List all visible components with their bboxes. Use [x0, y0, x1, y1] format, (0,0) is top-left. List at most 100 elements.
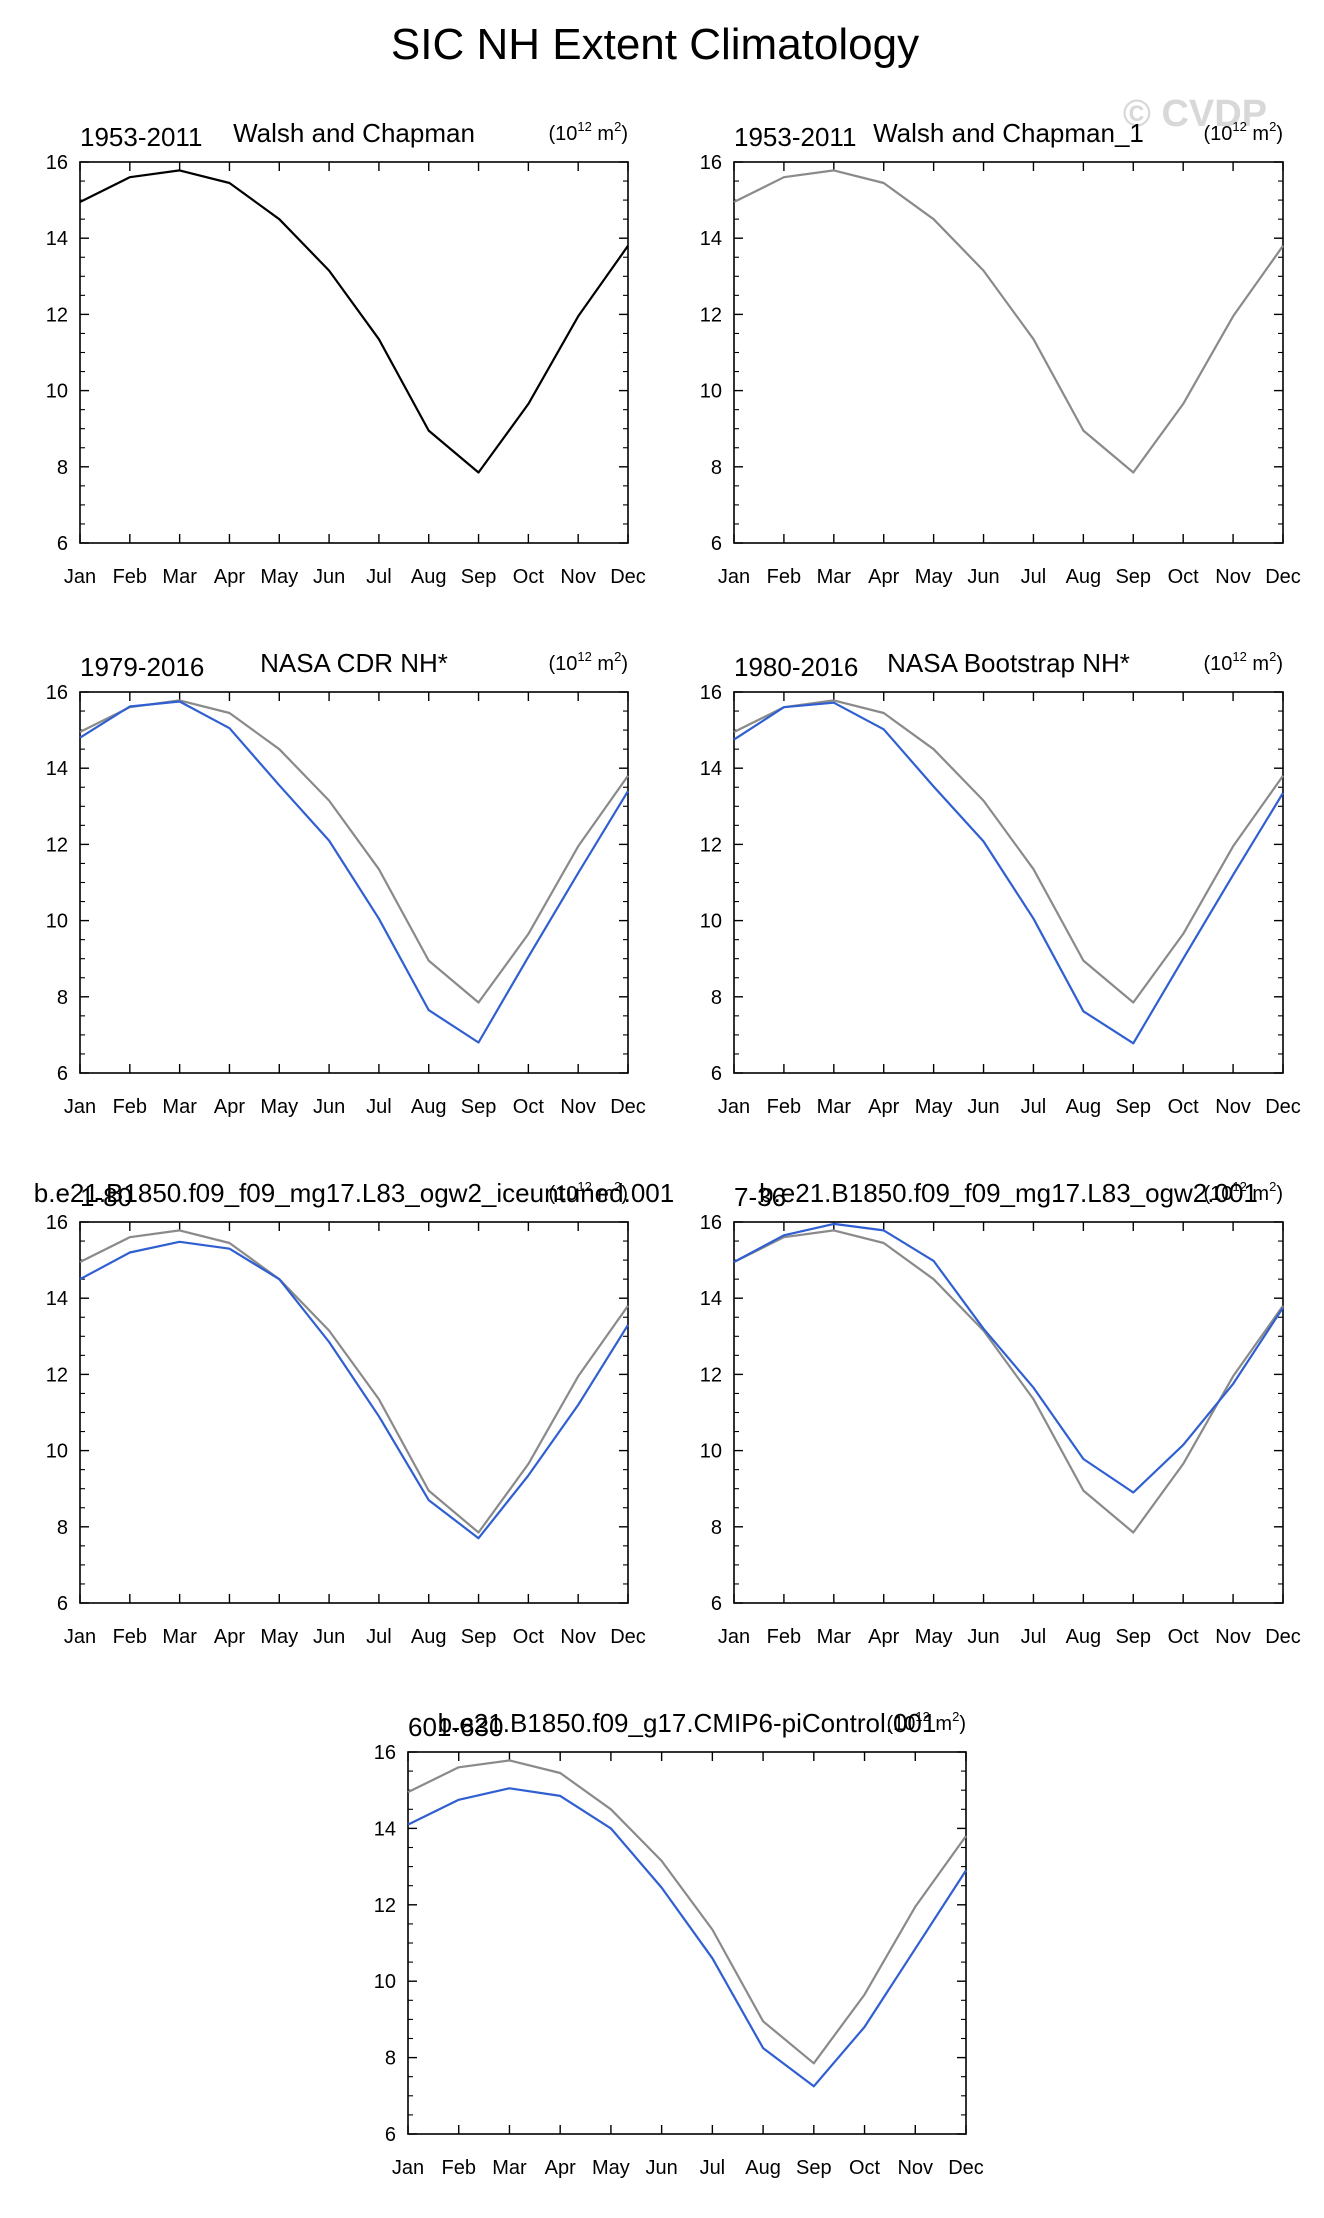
- x-tick-label: Dec: [610, 1096, 646, 1118]
- x-tick-label: Feb: [113, 1626, 147, 1648]
- units-text: ): [959, 1713, 966, 1735]
- y-tick-label: 10: [700, 911, 722, 933]
- y-tick-label: 16: [374, 1742, 396, 1764]
- x-tick-label: Jan: [718, 1626, 750, 1648]
- x-tick-label: Jun: [313, 1626, 345, 1648]
- panel-period: 7-36: [734, 1182, 786, 1212]
- x-tick-label: Dec: [1265, 566, 1301, 588]
- x-tick-label: Dec: [1265, 1096, 1301, 1118]
- plot-frame: [733, 691, 1284, 1074]
- x-tick-label: Oct: [1168, 1626, 1200, 1648]
- plot-frame: [79, 691, 629, 1074]
- y-tick-label: 16: [700, 682, 722, 704]
- x-tick-label: Jan: [718, 566, 750, 588]
- units-superscript: 12: [1232, 649, 1246, 664]
- units-text: ): [1276, 123, 1283, 145]
- chart-panel: Jan Feb Mar Apr May Jun Jul Aug Sep Oct Nov Dec 6 8 10…: [700, 1178, 1301, 1648]
- y-tick-label: 14: [700, 228, 722, 250]
- chart-panel: Jan Feb Mar Apr May Jun Jul Aug Sep Oct Nov Dec 6 8 10…: [46, 118, 646, 588]
- panel-units: (1012 m2): [1204, 119, 1284, 145]
- panel-period: 601-630: [408, 1712, 503, 1742]
- x-tick-label: Dec: [610, 1626, 646, 1648]
- x-tick-label: Apr: [214, 1096, 245, 1118]
- reference-series-line: [407, 1759, 967, 2065]
- reference-series-line: [733, 1229, 1284, 1534]
- x-tick-label: Dec: [1265, 1626, 1301, 1648]
- x-tick-label: Aug: [1066, 1096, 1102, 1118]
- panel-title: NASA Bootstrap NH*: [887, 648, 1130, 678]
- x-tick-label: Mar: [162, 566, 197, 588]
- x-tick-label: Jun: [313, 566, 345, 588]
- x-tick-label: Feb: [767, 1096, 801, 1118]
- x-tick-label: Apr: [868, 1626, 899, 1648]
- y-tick-label: 6: [711, 533, 722, 555]
- y-tick-label: 14: [374, 1818, 396, 1840]
- y-tick-label: 8: [57, 987, 68, 1009]
- x-tick-label: Jul: [1021, 1096, 1047, 1118]
- panel-units: (1012 m2): [549, 649, 629, 675]
- x-tick-label: Mar: [817, 1626, 852, 1648]
- units-text: m: [1247, 123, 1269, 145]
- panel-title: Walsh and Chapman_1: [873, 118, 1144, 148]
- watermark-text: © CVDP: [1123, 93, 1267, 135]
- plot-frame: [407, 1751, 967, 2135]
- x-tick-label: Apr: [214, 566, 245, 588]
- panel-title: NASA CDR NH*: [260, 648, 448, 678]
- units-text: m: [592, 653, 614, 675]
- x-tick-label: Nov: [1215, 1626, 1251, 1648]
- y-tick-label: 14: [46, 228, 68, 250]
- y-tick-label: 14: [46, 1288, 68, 1310]
- y-tick-label: 10: [700, 1441, 722, 1463]
- x-tick-label: Jan: [64, 1096, 96, 1118]
- units-text: m: [592, 1183, 614, 1205]
- panel-units: (1012 m2): [549, 1179, 629, 1205]
- figure-title: SIC NH Extent Climatology: [391, 20, 919, 69]
- panel-period: 1980-2016: [734, 652, 858, 682]
- x-tick-label: May: [915, 1626, 953, 1648]
- plot-frame: [79, 1221, 629, 1604]
- x-tick-label: Feb: [113, 1096, 147, 1118]
- x-tick-label: Jul: [366, 1096, 392, 1118]
- y-tick-label: 6: [57, 1593, 68, 1615]
- y-tick-label: 14: [46, 758, 68, 780]
- chart-panel: Jan Feb Mar Apr May Jun Jul Aug Sep Oct Nov Dec 6 8 10…: [700, 118, 1301, 588]
- x-tick-label: Aug: [745, 2157, 781, 2179]
- y-tick-label: 16: [46, 682, 68, 704]
- units-text: ): [1276, 653, 1283, 675]
- y-tick-label: 12: [700, 1364, 722, 1386]
- y-tick-label: 10: [374, 1971, 396, 1993]
- y-tick-label: 16: [46, 152, 68, 174]
- y-tick-label: 6: [385, 2124, 396, 2146]
- x-tick-label: Jun: [967, 1096, 999, 1118]
- x-tick-label: Jan: [718, 1096, 750, 1118]
- x-tick-label: Nov: [560, 566, 596, 588]
- x-tick-label: Apr: [214, 1626, 245, 1648]
- chart-panel: Jan Feb Mar Apr May Jun Jul Aug Sep Oct Nov Dec 6 8 10…: [46, 648, 646, 1118]
- units-superscript: 12: [1232, 1179, 1246, 1194]
- x-tick-label: Feb: [767, 1626, 801, 1648]
- x-tick-label: Oct: [849, 2157, 881, 2179]
- units-text: m: [1247, 1183, 1269, 1205]
- x-tick-label: Nov: [560, 1096, 596, 1118]
- x-tick-label: Sep: [1115, 566, 1151, 588]
- chart-panel: Jan Feb Mar Apr May Jun Jul Aug Sep Oct Nov Dec 6 8 10…: [34, 1178, 674, 1648]
- units-text: ): [1276, 1183, 1283, 1205]
- panel-title: b.e21.B1850.f09_f09_mg17.L83_ogw2.001: [759, 1178, 1258, 1208]
- x-tick-label: Jul: [1021, 566, 1047, 588]
- panel-title: b.e21.B1850.f09_g17.CMIP6-piControl.001: [438, 1708, 937, 1738]
- units-superscript: 12: [1232, 119, 1246, 134]
- y-tick-label: 12: [46, 834, 68, 856]
- units-text: ): [621, 123, 628, 145]
- x-tick-label: Feb: [441, 2157, 475, 2179]
- units-text: m: [592, 123, 614, 145]
- x-tick-label: May: [592, 2157, 630, 2179]
- x-tick-label: Jul: [700, 2157, 726, 2179]
- x-tick-label: May: [915, 566, 953, 588]
- reference-series-line: [733, 169, 1284, 474]
- reference-series-line: [733, 699, 1284, 1004]
- x-tick-label: Oct: [513, 1626, 545, 1648]
- units-text: (10: [549, 653, 578, 675]
- y-tick-label: 14: [700, 1288, 722, 1310]
- panel-units: (1012 m2): [1204, 649, 1284, 675]
